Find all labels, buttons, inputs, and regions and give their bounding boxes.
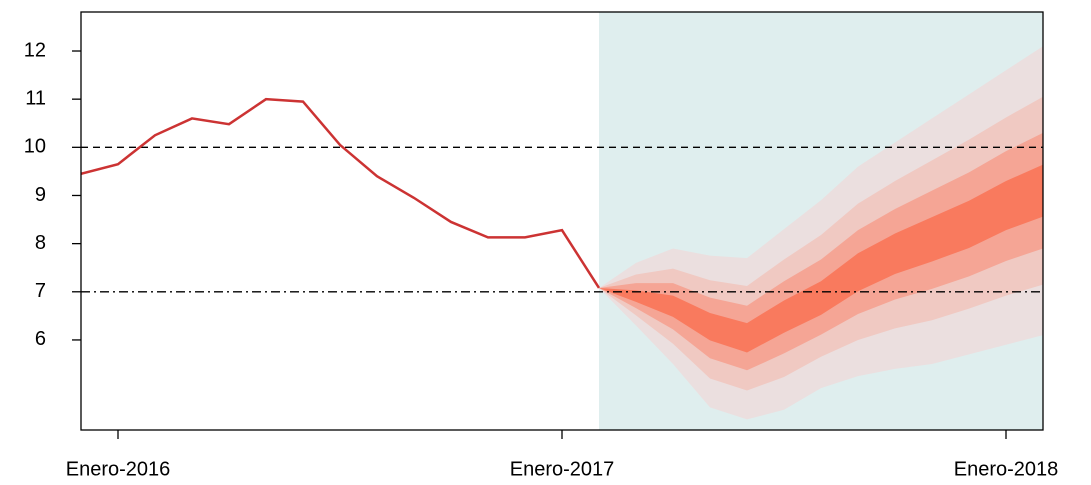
history-line <box>81 97 601 289</box>
fan-band <box>599 164 1043 353</box>
y-tick-label: 8 <box>35 232 46 254</box>
y-tick-label: 7 <box>35 280 46 302</box>
x-tick-label: Enero-2018 <box>954 458 1059 480</box>
y-tick-label: 9 <box>35 184 46 206</box>
x-tick-label: Enero-2017 <box>510 458 615 480</box>
y-tick-label: 11 <box>25 87 46 109</box>
y-tick-label: 10 <box>24 136 46 158</box>
fan-band <box>599 132 1043 371</box>
y-tick-label: 12 <box>24 39 46 61</box>
y-tick-label: 6 <box>35 328 46 350</box>
x-tick-label: Enero-2016 <box>66 458 171 480</box>
